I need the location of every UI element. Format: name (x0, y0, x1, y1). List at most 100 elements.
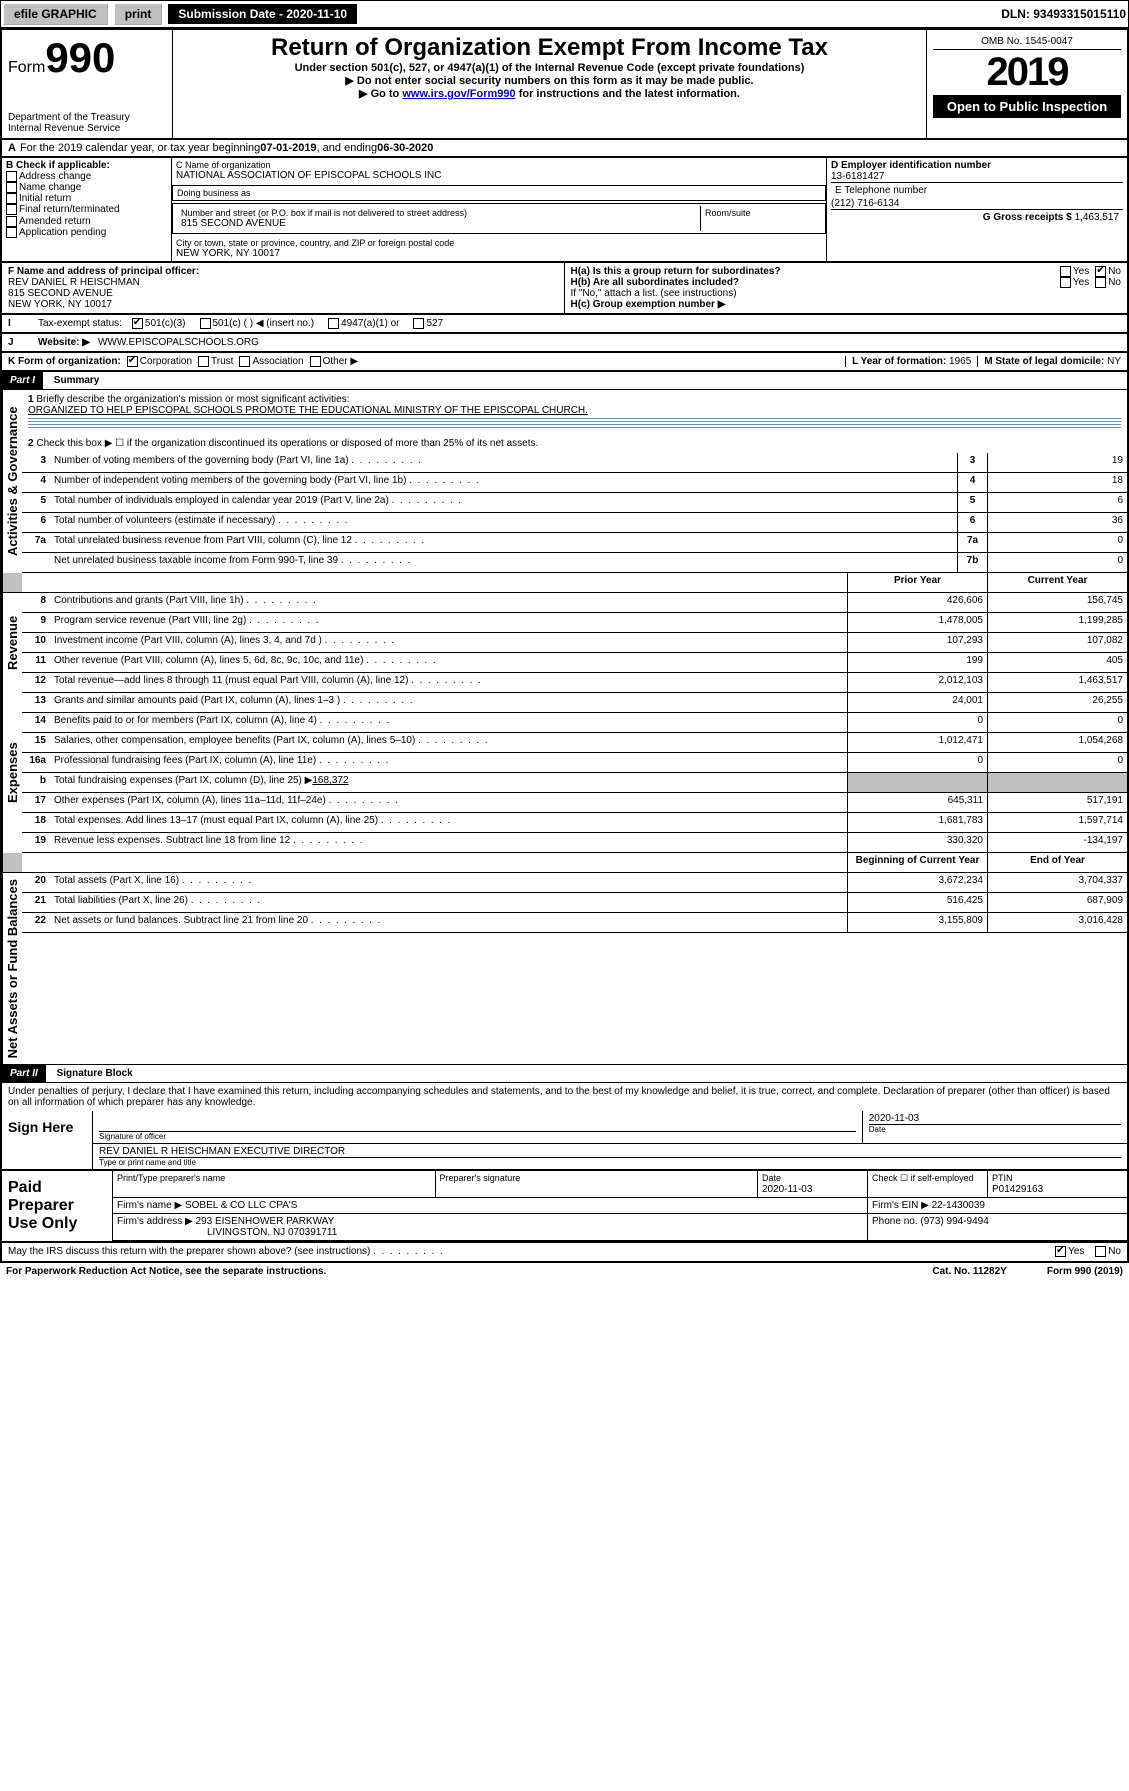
line-num: 22 (22, 913, 50, 932)
checkbox-hb-yes[interactable] (1060, 277, 1071, 288)
topbar: efile GRAPHIC print Submission Date - 20… (0, 0, 1129, 28)
checkbox-discuss-yes[interactable] (1055, 1246, 1066, 1257)
tab-governance: Activities & Governance (2, 390, 22, 573)
checkbox-527[interactable] (413, 318, 424, 329)
line-desc: Investment income (Part VIII, column (A)… (50, 633, 847, 652)
hdr-prior-year: Prior Year (847, 573, 987, 592)
line-num: 7a (22, 533, 50, 552)
checkbox-address-change[interactable] (6, 171, 17, 182)
line-box: 6 (957, 513, 987, 532)
current-value: 0 (987, 753, 1127, 772)
line-num: 4 (22, 473, 50, 492)
checkbox-final-return[interactable] (6, 204, 17, 215)
line-desc: Total assets (Part X, line 16) (50, 873, 847, 892)
box-b: B Check if applicable: Address change Na… (2, 158, 172, 261)
prior-value: 1,012,471 (847, 733, 987, 752)
current-value: 1,597,714 (987, 813, 1127, 832)
gross-receipts: 1,463,517 (1075, 212, 1120, 223)
checkbox-4947[interactable] (328, 318, 339, 329)
form-footer: Form 990 (2019) (1047, 1266, 1123, 1277)
self-employed-check[interactable]: Check ☐ if self-employed (872, 1173, 974, 1183)
website-value: WWW.EPISCOPALSCHOOLS.ORG (98, 337, 259, 348)
officer-name: REV DANIEL R HEISCHMAN (8, 277, 558, 288)
line-desc: Number of independent voting members of … (50, 473, 957, 492)
checkbox-discuss-no[interactable] (1095, 1246, 1106, 1257)
print-button[interactable]: print (114, 3, 163, 25)
checkbox-hb-no[interactable] (1095, 277, 1106, 288)
current-value: -134,197 (987, 833, 1127, 852)
checkbox-501c3[interactable] (132, 318, 143, 329)
officer-addr1: 815 SECOND AVENUE (8, 288, 558, 299)
year-formation: 1965 (949, 356, 971, 367)
row-a-period: A For the 2019 calendar year, or tax yea… (0, 140, 1129, 158)
checkbox-trust[interactable] (198, 356, 209, 367)
prior-value: 24,001 (847, 693, 987, 712)
checkbox-corp[interactable] (127, 356, 138, 367)
note-link: Go to www.irs.gov/Form990 for instructio… (179, 87, 920, 100)
line-num: 9 (22, 613, 50, 632)
line-desc: Salaries, other compensation, employee b… (50, 733, 847, 752)
line-value: 0 (987, 533, 1127, 552)
current-value: 0 (987, 713, 1127, 732)
hb-note: If "No," attach a list. (see instruction… (571, 288, 1122, 299)
sig-date: 2020-11-03 (869, 1113, 1121, 1124)
line-desc: Number of voting members of the governin… (50, 453, 957, 472)
checkbox-app-pending[interactable] (6, 227, 17, 238)
line-num: 19 (22, 833, 50, 852)
line-value: 6 (987, 493, 1127, 512)
form-id-block: Form990 Department of the Treasury Inter… (2, 30, 172, 138)
open-inspection: Open to Public Inspection (933, 95, 1121, 118)
prior-value: 2,012,103 (847, 673, 987, 692)
line-box: 5 (957, 493, 987, 512)
line-num: 21 (22, 893, 50, 912)
line-box: 3 (957, 453, 987, 472)
room-label: Room/suite (701, 206, 821, 231)
prior-value: 1,478,005 (847, 613, 987, 632)
prior-value: 426,606 (847, 593, 987, 612)
omb-number: OMB No. 1545-0047 (933, 34, 1121, 50)
checkbox-501c[interactable] (200, 318, 211, 329)
sig-officer-label: Signature of officer (99, 1131, 856, 1141)
checkbox-assoc[interactable] (239, 356, 250, 367)
line-num: 16a (22, 753, 50, 772)
e-phone-label: E Telephone number (835, 185, 927, 196)
checkbox-name-change[interactable] (6, 182, 17, 193)
pra-notice: For Paperwork Reduction Act Notice, see … (6, 1266, 326, 1277)
line-num (22, 553, 50, 572)
line-desc: Total unrelated business revenue from Pa… (50, 533, 957, 552)
tab-revenue: Revenue (2, 593, 22, 693)
org-name: NATIONAL ASSOCIATION OF EPISCOPAL SCHOOL… (176, 170, 822, 181)
line-num: 3 (22, 453, 50, 472)
city-value: NEW YORK, NY 10017 (176, 248, 822, 259)
hdr-current-year: Current Year (987, 573, 1127, 592)
tab-expenses: Expenses (2, 693, 22, 853)
line-desc: Total liabilities (Part X, line 26) (50, 893, 847, 912)
firm-ein: 22-1430039 (932, 1200, 985, 1211)
checkbox-other[interactable] (310, 356, 321, 367)
part2-title: Signature Block (49, 1068, 133, 1079)
part2-header: Part II (2, 1065, 46, 1082)
prior-value: 0 (847, 713, 987, 732)
firm-name: SOBEL & CO LLC CPA'S (185, 1200, 298, 1211)
line-desc: Contributions and grants (Part VIII, lin… (50, 593, 847, 612)
efile-graphic-button[interactable]: efile GRAPHIC (3, 3, 108, 25)
checkbox-ha-yes[interactable] (1060, 266, 1071, 277)
irs-link[interactable]: www.irs.gov/Form990 (402, 88, 515, 100)
phone-value: (212) 716-6134 (831, 198, 1123, 209)
line-desc: Revenue less expenses. Subtract line 18 … (50, 833, 847, 852)
part1-header: Part I (2, 372, 43, 389)
line-value: 18 (987, 473, 1127, 492)
checkbox-initial-return[interactable] (6, 193, 17, 204)
current-value: 156,745 (987, 593, 1127, 612)
line-desc: Professional fundraising fees (Part IX, … (50, 753, 847, 772)
checkbox-ha-no[interactable] (1095, 266, 1106, 277)
line-box: 7a (957, 533, 987, 552)
line-desc: Program service revenue (Part VIII, line… (50, 613, 847, 632)
prior-value: 0 (847, 753, 987, 772)
sig-date-label: Date (869, 1124, 1121, 1134)
mission-text: ORGANIZED TO HELP EPISCOPAL SCHOOLS PROM… (28, 405, 588, 416)
note-ssn: Do not enter social security numbers on … (179, 74, 920, 87)
checkbox-amended[interactable] (6, 216, 17, 227)
hdr-eoy: End of Year (987, 853, 1127, 872)
prior-value: 199 (847, 653, 987, 672)
